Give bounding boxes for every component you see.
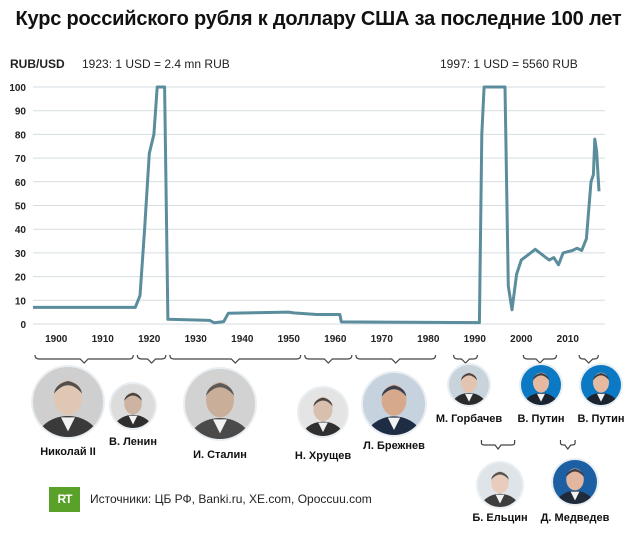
leader-name: Д. Медведев	[540, 512, 610, 524]
x-tick-label: 1940	[231, 334, 254, 345]
source-note: Источники: ЦБ РФ, Banki.ru, XE.com, Opoc…	[90, 492, 372, 506]
leader-portrait	[521, 365, 561, 405]
period-bracket	[452, 354, 479, 364]
leader-portrait	[299, 388, 347, 436]
leader-name: М. Горбачев	[435, 413, 503, 425]
x-tick-label: 1980	[417, 334, 440, 345]
leader-name: В. Путин	[577, 413, 625, 425]
leader-name: Б. Ельцин	[472, 512, 528, 524]
leader-portrait	[478, 463, 522, 507]
period-bracket	[355, 354, 437, 364]
leader-portrait	[449, 365, 489, 405]
y-tick-label: 20	[15, 273, 27, 284]
leader-name: И. Сталин	[193, 449, 247, 461]
x-tick-label: 1950	[278, 334, 301, 345]
leader-name: В. Ленин	[109, 436, 157, 448]
period-bracket	[559, 440, 576, 450]
rt-logo: RT	[49, 487, 80, 512]
period-bracket	[578, 354, 599, 364]
leader-portrait	[553, 460, 597, 504]
leader-name: Н. Хрущев	[294, 450, 352, 462]
x-tick-label: 1900	[45, 334, 68, 345]
period-bracket	[522, 354, 558, 364]
y-tick-label: 90	[15, 107, 27, 118]
x-tick-label: 1960	[324, 334, 347, 345]
y-axis-label: RUB/USD	[10, 57, 65, 71]
y-tick-label: 30	[15, 249, 27, 260]
leader-name: В. Путин	[517, 413, 565, 425]
x-tick-label: 2010	[557, 334, 580, 345]
period-bracket	[136, 354, 167, 364]
leader-portrait	[111, 384, 155, 428]
y-tick-label: 80	[15, 130, 27, 141]
x-tick-label: 1910	[92, 334, 115, 345]
leader-name: Л. Брежнев	[363, 440, 425, 452]
y-tick-label: 50	[15, 202, 27, 213]
leader-portrait	[33, 367, 103, 437]
y-tick-label: 10	[15, 296, 27, 307]
x-tick-label: 1990	[464, 334, 487, 345]
x-tick-label: 1920	[138, 334, 161, 345]
period-bracket	[304, 354, 353, 364]
x-tick-label: 1970	[371, 334, 394, 345]
leader-portrait	[185, 369, 255, 439]
leader-name: Николай II	[40, 446, 96, 458]
y-tick-label: 40	[15, 225, 27, 236]
y-tick-label: 100	[9, 83, 26, 94]
leader-portrait	[363, 373, 425, 435]
leader-portrait	[581, 365, 621, 405]
chart-title: Курс российского рубля к доллару США за …	[15, 8, 622, 30]
overflow-annotation: 1923: 1 USD = 2.4 mn RUB	[82, 57, 230, 71]
x-tick-label: 1930	[185, 334, 208, 345]
y-tick-label: 70	[15, 154, 27, 165]
exchange-rate-line	[33, 85, 601, 325]
period-bracket	[480, 440, 516, 450]
y-tick-label: 0	[20, 320, 26, 331]
period-bracket	[169, 354, 302, 364]
x-tick-label: 2000	[510, 334, 533, 345]
overflow-annotation: 1997: 1 USD = 5560 RUB	[440, 57, 578, 71]
y-tick-label: 60	[15, 178, 27, 189]
period-bracket	[34, 354, 134, 364]
